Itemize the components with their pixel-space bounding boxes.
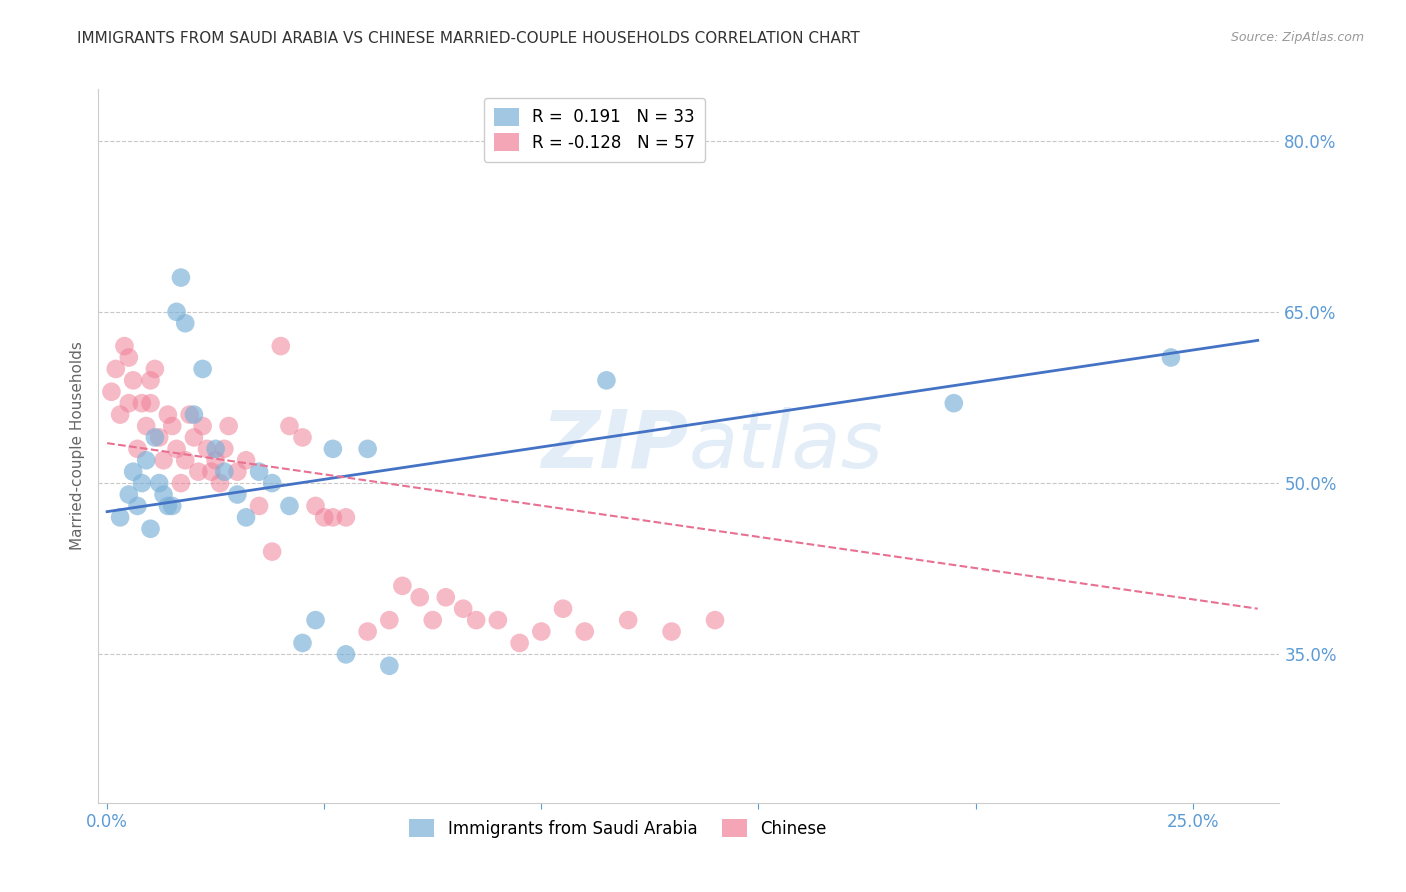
Point [131,476,153,491]
Point [262,544,284,558]
Y-axis label: Married-couple Households: Married-couple Households [69,342,84,550]
Point [148,430,170,444]
Point [247,465,270,479]
Point [162,499,183,513]
Point [235,510,257,524]
Point [174,316,197,330]
Point [551,601,574,615]
Point [204,453,226,467]
Point [378,658,401,673]
Point [322,442,344,456]
Point [139,396,162,410]
Point [131,396,153,410]
Point [122,373,145,387]
Point [278,499,301,513]
Point [486,613,509,627]
Point [166,305,188,319]
Point [214,465,236,479]
Point [143,430,166,444]
Point [208,476,231,491]
Point [617,613,640,627]
Point [143,362,166,376]
Point [170,270,193,285]
Point [465,613,488,627]
Point [314,510,336,524]
Point [195,442,218,456]
Point [247,499,270,513]
Point [162,419,183,434]
Point [118,351,141,365]
Point [118,487,141,501]
Point [200,465,222,479]
Point [262,476,284,491]
Point [135,453,157,467]
Point [170,476,193,491]
Point [226,465,249,479]
Point [356,624,378,639]
Point [156,499,179,513]
Point [118,396,141,410]
Point [422,613,444,627]
Point [235,453,257,467]
Point [304,613,326,627]
Point [595,373,617,387]
Point [127,499,149,513]
Point [270,339,292,353]
Point [100,384,122,399]
Point [451,601,474,615]
Point [434,591,457,605]
Point [509,636,531,650]
Point [174,453,197,467]
Point [152,487,174,501]
Point [661,624,683,639]
Point [304,499,326,513]
Point [291,430,314,444]
Text: atlas: atlas [689,407,884,485]
Point [378,613,401,627]
Point [191,419,214,434]
Point [409,591,432,605]
Point [135,419,157,434]
Point [139,373,162,387]
Point [104,362,127,376]
Point [574,624,596,639]
Point [108,510,131,524]
Point [187,465,209,479]
Point [183,408,205,422]
Point [166,442,188,456]
Point [1160,351,1182,365]
Point [148,476,170,491]
Point [156,408,179,422]
Point [191,362,214,376]
Legend: Immigrants from Saudi Arabia, Chinese: Immigrants from Saudi Arabia, Chinese [402,813,834,845]
Point [291,636,314,650]
Point [218,419,240,434]
Point [942,396,965,410]
Point [152,453,174,467]
Point [122,465,145,479]
Point [704,613,727,627]
Point [356,442,378,456]
Point [226,487,249,501]
Point [214,442,236,456]
Point [335,510,357,524]
Point [391,579,413,593]
Point [278,419,301,434]
Point [114,339,136,353]
Point [108,408,131,422]
Point [127,442,149,456]
Point [139,522,162,536]
Point [183,430,205,444]
Text: IMMIGRANTS FROM SAUDI ARABIA VS CHINESE MARRIED-COUPLE HOUSEHOLDS CORRELATION CH: IMMIGRANTS FROM SAUDI ARABIA VS CHINESE … [77,31,860,46]
Text: ZIP: ZIP [541,407,689,485]
Point [179,408,201,422]
Point [530,624,553,639]
Point [322,510,344,524]
Text: Source: ZipAtlas.com: Source: ZipAtlas.com [1230,31,1364,45]
Point [204,442,226,456]
Point [335,648,357,662]
